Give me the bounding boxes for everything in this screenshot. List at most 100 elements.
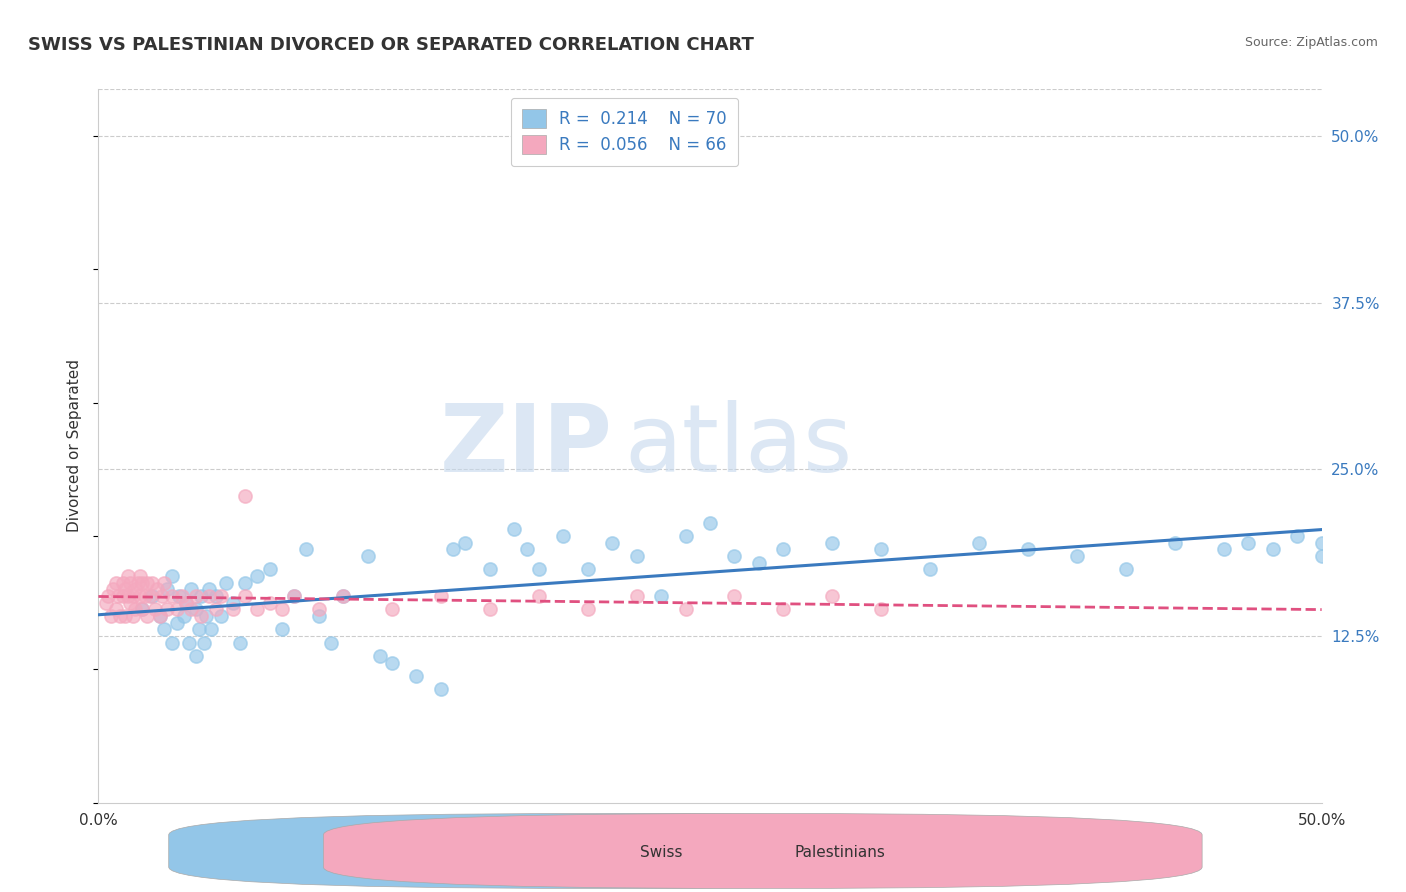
Point (131, 602, 153, 616)
Point (626, 549, 648, 563)
Point (246, 602, 269, 616)
FancyBboxPatch shape (169, 814, 1047, 888)
Point (515, 542, 537, 557)
Point (166, 615, 188, 630)
Point (160, 589, 183, 603)
Point (772, 542, 794, 557)
Point (170, 589, 193, 603)
Point (117, 569, 139, 583)
Point (650, 589, 672, 603)
Point (454, 535, 477, 549)
Point (186, 649, 208, 664)
Point (127, 575, 149, 590)
Point (430, 589, 453, 603)
Text: ZIP: ZIP (439, 400, 612, 492)
Point (576, 562, 599, 576)
Point (180, 602, 202, 616)
Point (160, 636, 183, 650)
Text: SWISS VS PALESTINIAN DIVORCED OR SEPARATED CORRELATION CHART: SWISS VS PALESTINIAN DIVORCED OR SEPARAT… (28, 36, 754, 54)
Point (553, 529, 575, 543)
Point (120, 596, 142, 610)
Point (332, 589, 354, 603)
Point (104, 602, 127, 616)
Point (117, 589, 139, 603)
Point (209, 589, 232, 603)
Point (94, 596, 117, 610)
Point (527, 589, 550, 603)
Point (156, 582, 179, 597)
Point (222, 596, 245, 610)
Point (141, 589, 163, 603)
Point (186, 602, 208, 616)
Point (772, 602, 794, 616)
Point (478, 562, 501, 576)
Point (214, 575, 236, 590)
Point (332, 589, 354, 603)
Point (233, 575, 256, 590)
Point (478, 602, 501, 616)
Point (870, 602, 893, 616)
Point (195, 609, 218, 624)
Point (270, 623, 294, 637)
Point (1286, 529, 1309, 543)
Point (114, 582, 136, 597)
Point (381, 602, 404, 616)
Point (197, 582, 219, 597)
Point (190, 589, 212, 603)
Point (101, 582, 124, 597)
Point (246, 569, 269, 583)
Point (1237, 535, 1260, 549)
Point (143, 602, 166, 616)
Point (131, 602, 153, 616)
Point (121, 609, 143, 624)
Point (111, 589, 134, 603)
Point (120, 575, 142, 590)
Point (129, 589, 152, 603)
Point (197, 589, 219, 603)
Point (699, 516, 721, 530)
Point (187, 623, 209, 637)
Point (167, 589, 190, 603)
Point (160, 569, 183, 583)
Point (153, 623, 176, 637)
Point (146, 582, 169, 597)
Text: Source: ZipAtlas.com: Source: ZipAtlas.com (1244, 36, 1378, 49)
Point (870, 542, 893, 557)
Point (259, 562, 281, 576)
Point (723, 589, 745, 603)
Point (129, 569, 152, 583)
Point (259, 596, 281, 610)
Point (675, 529, 697, 543)
Point (723, 549, 745, 563)
Text: Palestinians: Palestinians (794, 846, 886, 860)
Point (110, 609, 132, 624)
Point (190, 609, 212, 624)
Point (368, 649, 391, 664)
Point (1261, 542, 1284, 557)
Y-axis label: Divorced or Separated: Divorced or Separated (67, 359, 83, 533)
Point (381, 656, 404, 670)
Point (1066, 549, 1088, 563)
Point (821, 589, 844, 603)
Point (141, 575, 163, 590)
Text: atlas: atlas (624, 400, 852, 492)
Point (149, 609, 172, 624)
Point (193, 636, 215, 650)
Point (136, 575, 159, 590)
Point (134, 589, 156, 603)
Point (576, 602, 599, 616)
Point (176, 596, 198, 610)
Point (136, 609, 159, 624)
Point (222, 602, 245, 616)
Point (600, 535, 623, 549)
Point (186, 589, 208, 603)
Point (156, 602, 179, 616)
Point (748, 556, 770, 570)
Point (139, 589, 162, 603)
Point (441, 542, 464, 557)
Point (821, 535, 844, 549)
Point (124, 582, 146, 597)
Point (150, 589, 173, 603)
Point (166, 602, 188, 616)
Point (1310, 549, 1333, 563)
